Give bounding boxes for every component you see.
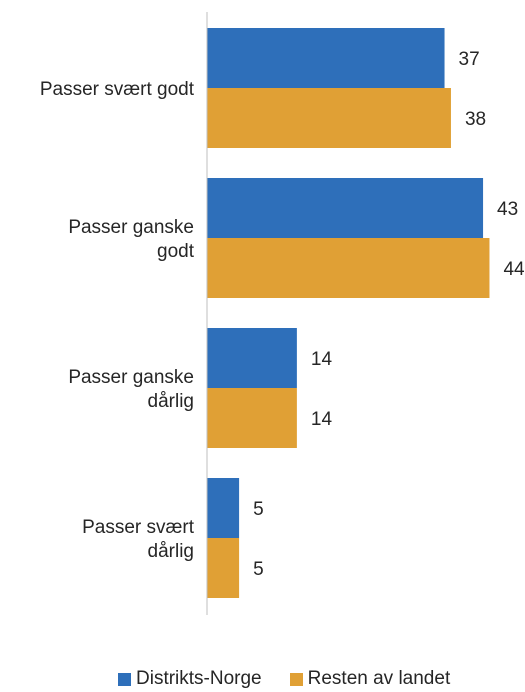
bar-series-0-category-3 — [207, 478, 240, 538]
category-label-2-line-1: dårlig — [148, 391, 194, 412]
bar-series-0-category-2 — [207, 328, 297, 388]
data-label-series-1-category-1: 44 — [503, 259, 525, 280]
category-label-2-line-0: Passer ganske — [68, 367, 194, 388]
bar-series-1-category-2 — [207, 388, 297, 448]
category-label-0-line-0: Passer svært godt — [40, 79, 195, 100]
legend-item-series-0: Distrikts-Norge — [118, 668, 262, 690]
category-label-1-line-1: godt — [157, 241, 195, 262]
data-label-series-0-category-0: 37 — [459, 49, 480, 70]
data-label-series-0-category-2: 14 — [311, 349, 333, 370]
category-label-3-line-1: dårlig — [148, 541, 194, 562]
data-label-series-1-category-0: 38 — [465, 109, 486, 130]
legend-swatch-series-1 — [289, 672, 303, 686]
bar-series-0-category-1 — [207, 178, 484, 238]
bar-series-1-category-3 — [207, 538, 240, 598]
data-label-series-1-category-3: 5 — [253, 559, 264, 580]
legend-label-series-0: Distrikts-Norge — [136, 668, 262, 689]
legend-label-series-1: Resten av landet — [307, 668, 451, 689]
legend: Distrikts-Norge Resten av landet — [118, 668, 450, 690]
legend-swatch-series-0 — [118, 672, 131, 686]
data-label-series-0-category-3: 5 — [253, 499, 264, 520]
bar-series-1-category-1 — [207, 238, 490, 298]
category-label-3-line-0: Passer svært — [82, 517, 195, 538]
legend-item-series-1: Resten av landet — [289, 668, 451, 690]
bars-group — [207, 28, 490, 598]
category-label-1-line-0: Passer ganske — [68, 217, 194, 238]
data-label-series-1-category-2: 14 — [311, 409, 333, 430]
bar-series-0-category-0 — [207, 28, 445, 88]
data-label-series-0-category-1: 43 — [497, 199, 518, 220]
bar-series-1-category-0 — [207, 88, 451, 148]
bar-chart: 37 38 Passer svært godt 43 44 Passer ganske go… — [40, 12, 525, 615]
labels-group: 37 38 Passer svært godt 43 44 Passer ganske go… — [40, 49, 525, 580]
